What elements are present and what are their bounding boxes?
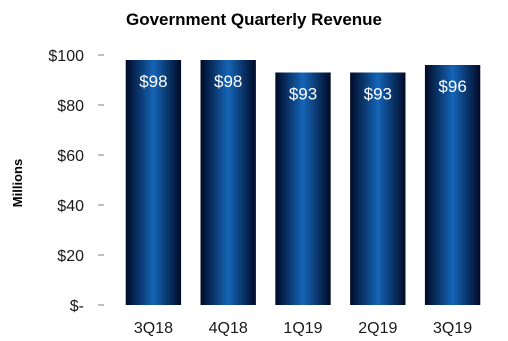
x-tick-label: 2Q19	[358, 320, 397, 337]
y-tick-label: $60	[57, 148, 84, 165]
bar	[350, 72, 406, 305]
x-axis-ticks: 3Q18 4Q18 1Q19 2Q19 3Q19	[134, 320, 472, 337]
x-tick-label: 3Q19	[433, 320, 472, 337]
data-label: $98	[214, 72, 242, 91]
data-label: $98	[139, 72, 167, 91]
data-label: $93	[364, 85, 392, 104]
y-tick-label: $-	[70, 298, 84, 315]
x-tick-label: 3Q18	[134, 320, 173, 337]
y-tick-label: $100	[48, 48, 84, 65]
x-tick-label: 4Q18	[209, 320, 248, 337]
bar	[200, 60, 256, 305]
chart-title: Government Quarterly Revenue	[126, 10, 382, 29]
bar	[125, 60, 182, 305]
x-tick-label: 1Q19	[283, 320, 322, 337]
y-tick-label: $40	[57, 198, 84, 215]
bars-group	[125, 60, 481, 305]
bar	[424, 65, 481, 305]
data-labels-group: $98 $98 $93 $93 $96	[139, 72, 467, 104]
y-axis-ticks: $- $20 $40 $60 $80 $100	[48, 48, 104, 315]
data-label: $96	[438, 77, 466, 96]
y-axis-label: Millions	[10, 159, 25, 207]
y-tick-label: $20	[57, 248, 84, 265]
bar	[275, 72, 331, 305]
y-tick-label: $80	[57, 98, 84, 115]
data-label: $93	[289, 85, 317, 104]
